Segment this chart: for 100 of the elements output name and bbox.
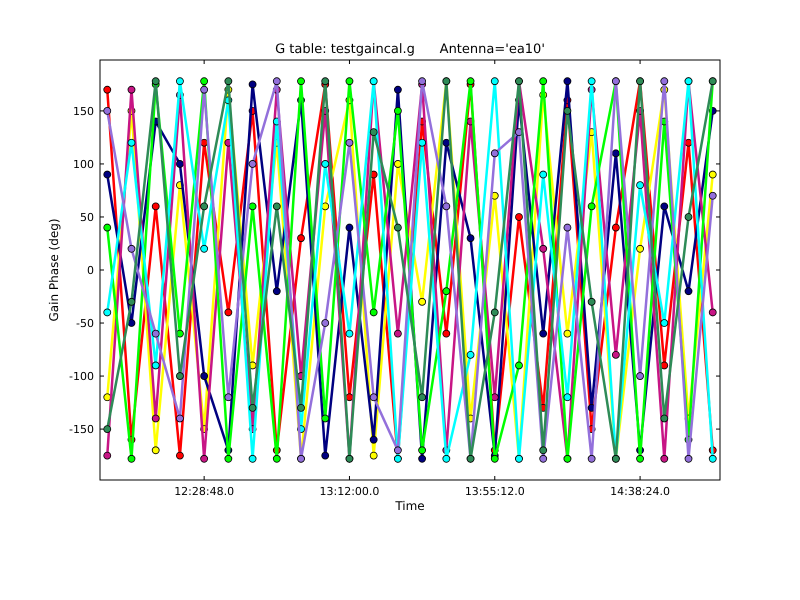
point	[103, 170, 112, 178]
point	[176, 452, 184, 460]
point	[224, 393, 232, 402]
point	[539, 170, 548, 178]
point	[370, 452, 378, 460]
y-tick-label: 50	[80, 210, 94, 224]
point	[200, 372, 208, 380]
point	[708, 308, 717, 316]
point	[103, 308, 112, 316]
y-tick-label: 0	[87, 264, 94, 277]
point	[490, 149, 499, 158]
point	[321, 414, 330, 422]
point	[708, 192, 717, 200]
point	[394, 446, 402, 454]
point	[200, 86, 208, 94]
point	[200, 77, 208, 86]
y-tick-label: 150	[73, 104, 94, 118]
point	[103, 86, 112, 94]
point	[418, 454, 426, 463]
point	[224, 308, 232, 316]
point	[297, 77, 305, 86]
point	[346, 224, 354, 232]
point	[370, 308, 378, 316]
point	[636, 244, 644, 253]
point	[708, 454, 717, 463]
point	[248, 80, 256, 88]
point	[418, 138, 426, 147]
point	[394, 224, 402, 232]
x-tick-label: 12:28:48.0	[174, 485, 234, 498]
point	[660, 454, 668, 463]
point	[636, 181, 644, 190]
x-axis-title: Time	[394, 499, 425, 513]
point	[200, 202, 208, 210]
y-tick-label: -150	[69, 423, 94, 436]
point	[418, 393, 426, 402]
x-tick-label: 14:38:24.0	[610, 485, 670, 498]
point	[564, 393, 572, 402]
point	[539, 454, 548, 463]
point	[152, 446, 160, 454]
point	[200, 244, 208, 253]
point	[539, 330, 548, 338]
point	[564, 107, 572, 115]
point	[297, 404, 305, 412]
point	[466, 77, 474, 86]
point	[272, 454, 281, 463]
point	[515, 362, 523, 370]
point	[636, 372, 644, 380]
point	[684, 213, 692, 221]
point	[152, 362, 160, 370]
point	[660, 414, 668, 422]
point	[588, 298, 596, 306]
point	[321, 452, 330, 460]
y-tick-label: -100	[69, 370, 94, 384]
point	[103, 224, 112, 232]
point	[394, 86, 402, 94]
point	[660, 202, 668, 210]
point	[588, 454, 596, 463]
point	[152, 77, 160, 86]
point	[442, 202, 450, 210]
point	[224, 454, 232, 463]
point	[539, 77, 548, 86]
point	[660, 77, 668, 86]
point	[272, 202, 281, 210]
point	[248, 454, 256, 463]
point	[272, 287, 281, 296]
point	[321, 77, 330, 86]
point	[176, 77, 184, 86]
point	[612, 224, 620, 232]
point	[394, 107, 402, 115]
point	[346, 77, 354, 86]
point	[564, 330, 572, 338]
point	[442, 287, 450, 296]
point	[128, 138, 136, 147]
point	[539, 446, 548, 454]
point	[636, 454, 644, 463]
point	[515, 213, 523, 221]
point	[103, 452, 112, 460]
point	[370, 393, 378, 402]
point	[152, 330, 160, 338]
point	[588, 77, 596, 86]
point	[224, 77, 232, 86]
point	[466, 350, 474, 359]
point	[152, 414, 160, 422]
point	[442, 330, 450, 338]
chart-title: G table: testgaincal.g Antenna='ea10'	[275, 42, 545, 57]
point	[346, 138, 354, 147]
point	[248, 202, 256, 210]
point	[370, 436, 378, 444]
point	[321, 160, 330, 168]
point	[200, 454, 208, 463]
point	[490, 308, 499, 316]
point	[321, 319, 330, 327]
y-axis-title: Gain Phase (deg)	[47, 218, 61, 322]
point	[176, 372, 184, 380]
point	[297, 234, 305, 242]
point	[418, 298, 426, 306]
point	[660, 319, 668, 327]
y-tick-label: 100	[73, 158, 94, 171]
point	[684, 454, 692, 463]
point	[612, 149, 620, 158]
